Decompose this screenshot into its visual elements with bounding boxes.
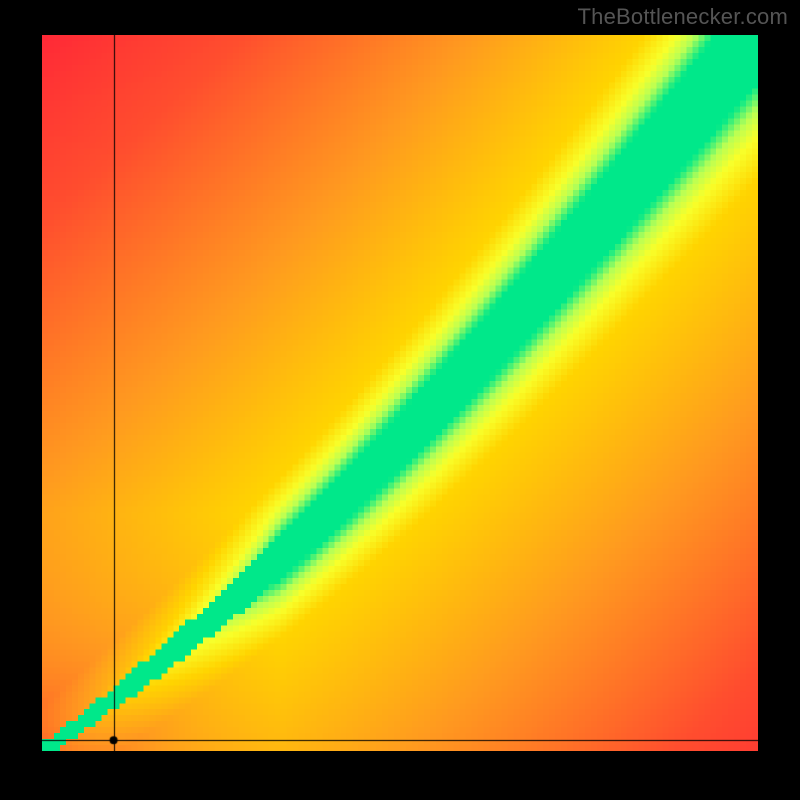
attribution-label: TheBottlenecker.com [578,4,788,30]
chart-container: TheBottlenecker.com [0,0,800,800]
plot-area [42,35,758,751]
heatmap-canvas [42,35,758,751]
